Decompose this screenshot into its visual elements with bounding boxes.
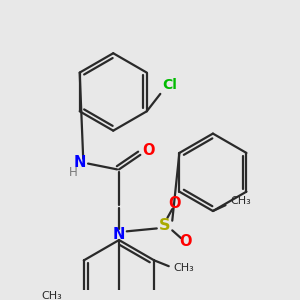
Text: S: S [159,218,170,233]
Text: O: O [142,142,154,158]
Text: CH₃: CH₃ [42,291,62,300]
Text: CH₃: CH₃ [174,263,194,273]
Text: O: O [168,196,180,211]
Text: Cl: Cl [162,78,177,92]
Text: CH₃: CH₃ [230,196,251,206]
Text: O: O [180,235,192,250]
Text: N: N [74,155,86,170]
Text: N: N [113,227,125,242]
Text: H: H [69,166,78,179]
